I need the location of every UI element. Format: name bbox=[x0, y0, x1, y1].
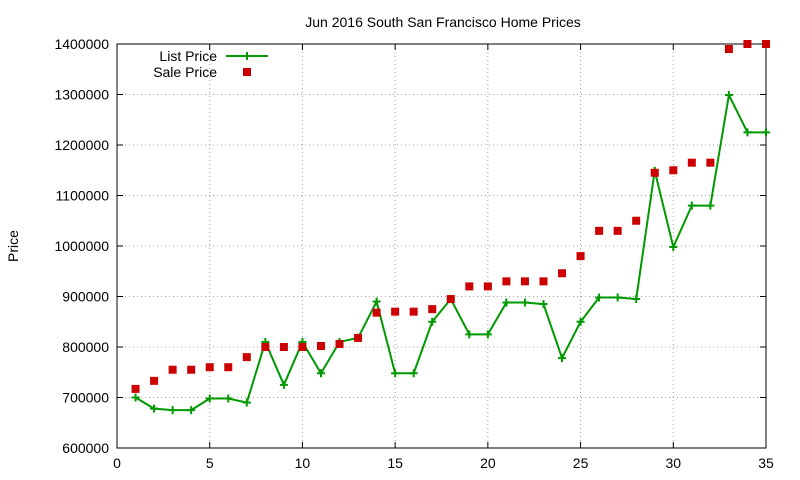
y-tick-label: 1200000 bbox=[54, 137, 109, 153]
sale-price-point bbox=[706, 158, 715, 167]
sale-price-point bbox=[428, 305, 437, 314]
sale-price-point bbox=[632, 216, 641, 225]
legend-label-sale-price: Sale Price bbox=[153, 64, 217, 80]
sale-price-point bbox=[187, 365, 196, 374]
list-price-point bbox=[483, 330, 492, 339]
list-price-point bbox=[502, 298, 511, 307]
y-tick-label: 1300000 bbox=[54, 87, 109, 103]
list-price-point bbox=[187, 406, 196, 415]
y-tick-label: 1000000 bbox=[54, 238, 109, 254]
x-tick-label: 25 bbox=[573, 455, 589, 471]
sale-price-point bbox=[242, 353, 251, 362]
y-tick-label: 900000 bbox=[62, 289, 109, 305]
chart-title: Jun 2016 South San Francisco Home Prices bbox=[305, 14, 580, 30]
y-tick-label: 700000 bbox=[62, 390, 109, 406]
list-price-point bbox=[391, 369, 400, 378]
sale-price-point bbox=[391, 307, 400, 316]
sale-price-point bbox=[409, 307, 418, 316]
sale-price-point bbox=[669, 166, 678, 175]
legend-label-list-price: List Price bbox=[159, 48, 217, 64]
sale-price-point bbox=[520, 277, 529, 286]
sale-price-point bbox=[335, 339, 344, 348]
list-price-point bbox=[762, 128, 770, 137]
sale-price-point bbox=[354, 333, 363, 342]
list-price-point bbox=[539, 300, 548, 309]
sale-price-point bbox=[483, 282, 492, 291]
legend-marker-sale-price bbox=[243, 68, 251, 76]
list-price-point bbox=[409, 369, 418, 378]
list-price-point bbox=[632, 295, 641, 304]
list-price-point bbox=[131, 393, 140, 402]
sale-price-point bbox=[205, 363, 214, 372]
sale-price-point bbox=[743, 40, 752, 48]
sale-price-point bbox=[465, 282, 474, 291]
list-price-point bbox=[372, 297, 381, 306]
list-price-point bbox=[242, 398, 251, 407]
y-tick-label: 800000 bbox=[62, 339, 109, 355]
list-price-point bbox=[205, 394, 214, 403]
list-price-point bbox=[724, 91, 733, 100]
list-price-point bbox=[224, 394, 233, 403]
sale-price-point bbox=[558, 269, 567, 278]
x-tick-label: 0 bbox=[113, 455, 121, 471]
sale-price-point bbox=[224, 363, 233, 372]
list-price-point bbox=[669, 243, 678, 252]
list-price-point bbox=[595, 293, 604, 302]
axis-ticks: 0 5 10 15 20 25 30 35 600000 700000 800000 900000 10… bbox=[54, 36, 774, 471]
sale-price-point bbox=[539, 277, 548, 286]
y-tick-label: 1100000 bbox=[56, 188, 110, 204]
y-axis-label: Price bbox=[5, 230, 21, 262]
list-price-point bbox=[687, 201, 696, 210]
x-tick-label: 15 bbox=[387, 455, 403, 471]
sale-price-point bbox=[131, 384, 140, 393]
list-price-point bbox=[743, 128, 752, 137]
sale-price-point bbox=[762, 40, 770, 48]
list-price-point bbox=[168, 406, 177, 415]
sale-price-point bbox=[298, 343, 307, 351]
sale-price-point bbox=[687, 158, 696, 167]
sale-price-point bbox=[650, 168, 659, 177]
list-price-point bbox=[316, 369, 325, 378]
sale-price-point bbox=[316, 341, 325, 350]
x-tick-label: 10 bbox=[295, 455, 311, 471]
y-tick-label: 600000 bbox=[62, 440, 109, 456]
x-tick-label: 30 bbox=[665, 455, 681, 471]
sale-price-point bbox=[261, 343, 270, 351]
sale-price-point bbox=[279, 343, 288, 351]
list-price-point bbox=[150, 404, 159, 413]
sale-price-point bbox=[576, 252, 585, 261]
plot-area-frame bbox=[116, 43, 767, 449]
legend: List Price Sale Price bbox=[153, 48, 268, 80]
list-price-point bbox=[613, 293, 622, 302]
x-tick-label: 5 bbox=[206, 455, 214, 471]
list-price-point bbox=[428, 317, 437, 326]
sale-price-point bbox=[372, 308, 381, 317]
list-price-point bbox=[520, 298, 529, 307]
list-price-point bbox=[706, 201, 715, 210]
sale-price-point bbox=[613, 226, 622, 235]
list-price-line bbox=[135, 91, 766, 412]
grid-lines bbox=[117, 44, 766, 448]
sale-price-point bbox=[595, 226, 604, 235]
list-price-point bbox=[465, 330, 474, 339]
list-price-point bbox=[558, 354, 567, 363]
sale-price-point bbox=[168, 365, 177, 374]
sale-price-point bbox=[724, 45, 733, 54]
list-price-point bbox=[279, 380, 288, 389]
list-price-point bbox=[576, 317, 585, 326]
data-series bbox=[131, 40, 770, 415]
sale-price-point bbox=[150, 376, 159, 385]
x-tick-label: 35 bbox=[758, 455, 774, 471]
sale-price-point bbox=[502, 277, 511, 286]
y-tick-label: 1400000 bbox=[54, 36, 109, 52]
x-tick-label: 20 bbox=[480, 455, 496, 471]
sale-price-point bbox=[446, 295, 455, 304]
